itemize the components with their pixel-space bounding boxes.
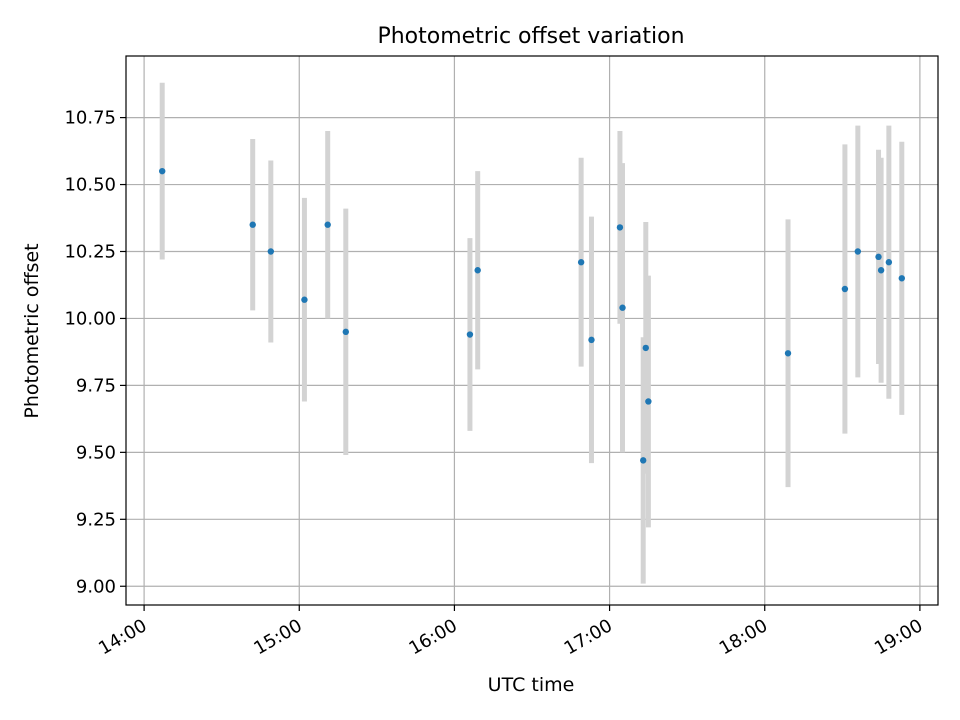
x-tick-label: 18:00 bbox=[716, 615, 771, 659]
data-point bbox=[898, 275, 905, 282]
data-point bbox=[877, 267, 885, 274]
y-tick-label: 10.75 bbox=[64, 108, 116, 129]
data-point bbox=[841, 285, 849, 293]
chart-title: Photometric offset variation bbox=[377, 24, 684, 49]
data-point bbox=[324, 221, 331, 228]
y-tick-label: 9.25 bbox=[76, 509, 116, 530]
x-axis-ticks: 14:00 15:00 16:00 17:00 18:00 19:00 bbox=[95, 605, 926, 659]
data-points bbox=[159, 167, 905, 464]
data-point bbox=[249, 221, 256, 228]
data-point bbox=[885, 259, 893, 266]
y-tick-label: 10.00 bbox=[64, 308, 116, 329]
y-axis-label: Photometric offset bbox=[21, 243, 43, 418]
data-point bbox=[642, 344, 649, 352]
y-axis-ticks: 9.00 9.25 9.50 9.75 10.00 10.25 10.50 10.75 bbox=[64, 108, 126, 597]
data-point bbox=[159, 167, 166, 175]
plot-frame bbox=[125, 55, 939, 606]
x-axis-label: UTC time bbox=[488, 674, 575, 696]
y-tick-label: 9.50 bbox=[76, 442, 116, 463]
data-point bbox=[639, 457, 647, 464]
data-point bbox=[854, 248, 862, 255]
x-tick-label: 19:00 bbox=[871, 615, 926, 659]
data-point bbox=[474, 267, 481, 274]
data-point bbox=[342, 328, 350, 336]
data-point bbox=[267, 248, 275, 255]
data-point bbox=[588, 336, 595, 344]
x-tick-label: 17:00 bbox=[561, 615, 616, 659]
y-tick-label: 10.25 bbox=[64, 241, 116, 262]
error-bars bbox=[159, 82, 905, 584]
data-point bbox=[875, 253, 882, 261]
grid-lines bbox=[126, 56, 938, 605]
x-tick-label: 14:00 bbox=[95, 615, 150, 659]
y-tick-label: 9.00 bbox=[76, 576, 116, 597]
data-point bbox=[577, 259, 585, 266]
x-tick-label: 16:00 bbox=[405, 615, 460, 659]
data-point bbox=[619, 304, 626, 311]
data-point bbox=[616, 224, 624, 231]
data-point bbox=[301, 296, 308, 303]
data-point bbox=[466, 331, 474, 338]
x-tick-label: 15:00 bbox=[250, 615, 305, 659]
data-point bbox=[645, 398, 652, 405]
y-tick-label: 10.50 bbox=[64, 175, 116, 196]
data-point bbox=[784, 350, 792, 357]
y-tick-label: 9.75 bbox=[76, 375, 116, 396]
